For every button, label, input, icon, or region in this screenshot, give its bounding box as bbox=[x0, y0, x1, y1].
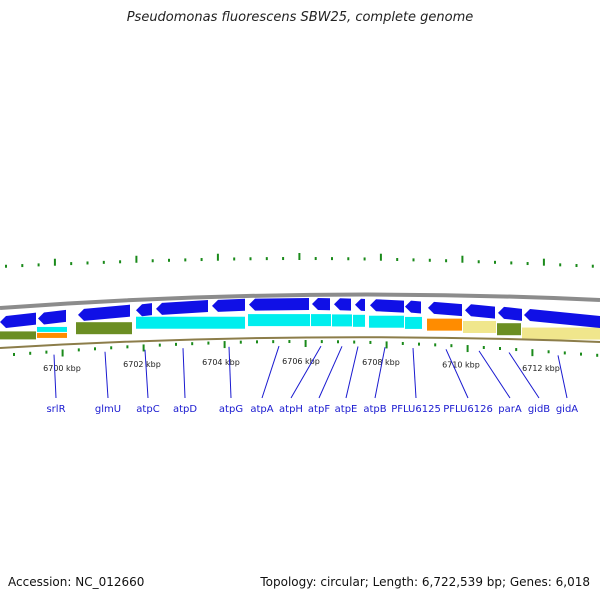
feature-segment bbox=[37, 332, 67, 338]
gene-labels: srlR glmU atpC atpD atpG atpA atpH atpF atpE atpB… bbox=[46, 345, 578, 415]
gene-leader-line bbox=[345, 346, 359, 399]
feature-segment bbox=[136, 316, 245, 329]
gene-label: gidA bbox=[556, 404, 578, 415]
feature-segments bbox=[0, 314, 600, 340]
gene-label: atpE bbox=[335, 404, 358, 415]
gene-arrow bbox=[370, 299, 404, 313]
kbp-label: 6700 kbp bbox=[43, 364, 81, 373]
gene-leader-line bbox=[445, 349, 469, 399]
feature-segment bbox=[427, 318, 462, 331]
gene-arrow bbox=[0, 312, 36, 328]
gene-arrow bbox=[498, 306, 522, 321]
gene-arrow bbox=[334, 298, 351, 311]
gene-label: glmU bbox=[95, 404, 121, 415]
position-ticks bbox=[13, 340, 599, 357]
gene-leader-line bbox=[318, 346, 343, 399]
inner-ring-line bbox=[0, 336, 600, 349]
kbp-label: 6706 kbp bbox=[282, 357, 320, 366]
gene-label: atpC bbox=[136, 404, 159, 415]
gene-label: srlR bbox=[46, 404, 65, 415]
map-title: Pseudomonas fluorescens SBW25, complete … bbox=[126, 10, 474, 25]
gene-leader-line bbox=[104, 351, 109, 399]
feature-segment bbox=[248, 314, 310, 327]
gene-leader-line bbox=[374, 347, 386, 399]
kbp-scale: 6700 kbp 6702 kbp 6704 kbp 6706 kbp 6708 kbp… bbox=[43, 357, 560, 373]
gene-label: parA bbox=[498, 404, 522, 415]
feature-segment bbox=[353, 314, 365, 327]
gc-skew-ticks bbox=[5, 253, 594, 268]
gene-arrow bbox=[38, 309, 66, 325]
feature-segment bbox=[522, 327, 600, 340]
feature-segment bbox=[405, 316, 422, 329]
gene-arrows bbox=[0, 298, 600, 328]
feature-segment bbox=[369, 315, 404, 328]
gene-leader-line bbox=[261, 345, 280, 399]
kbp-label: 6702 kbp bbox=[123, 360, 161, 369]
kbp-label: 6710 kbp bbox=[442, 360, 480, 369]
gene-label: gidB bbox=[528, 404, 550, 415]
kbp-label: 6712 kbp bbox=[522, 364, 560, 373]
gene-label: atpA bbox=[250, 404, 273, 415]
feature-segment bbox=[37, 326, 67, 332]
topology-text: Topology: circular; Length: 6,722,539 bp… bbox=[260, 575, 590, 589]
feature-segment bbox=[497, 323, 521, 336]
gene-arrow bbox=[212, 298, 245, 312]
gene-label: atpD bbox=[173, 404, 197, 415]
gene-arrow bbox=[78, 304, 130, 321]
gene-leader-line bbox=[412, 348, 417, 399]
gene-label: atpF bbox=[308, 404, 330, 415]
feature-segment bbox=[332, 314, 352, 327]
gene-leader-line bbox=[144, 349, 149, 399]
feature-segment bbox=[311, 314, 331, 327]
gene-label: atpB bbox=[363, 404, 386, 415]
kbp-label: 6704 kbp bbox=[202, 358, 240, 367]
gene-label: PFLU6126 bbox=[443, 404, 493, 415]
gene-leader-line bbox=[228, 346, 232, 399]
gene-label: PFLU6125 bbox=[391, 404, 441, 415]
gene-leader-line bbox=[290, 345, 322, 399]
gene-arrow bbox=[405, 300, 421, 314]
gene-arrow bbox=[355, 298, 365, 312]
gene-arrow bbox=[156, 300, 208, 315]
gene-arrow bbox=[249, 298, 309, 311]
gene-leader-line bbox=[53, 354, 57, 399]
genome-backbone bbox=[0, 292, 600, 310]
gene-leader-line bbox=[557, 355, 568, 399]
gene-label: atpG bbox=[219, 404, 243, 415]
gene-leader-line bbox=[478, 350, 511, 399]
gene-arrow bbox=[312, 298, 330, 311]
gene-arrow bbox=[136, 303, 152, 317]
feature-segment bbox=[76, 322, 132, 335]
feature-segment bbox=[463, 320, 496, 333]
feature-segment bbox=[0, 331, 36, 340]
gene-leader-line bbox=[182, 348, 186, 399]
gene-leader-line bbox=[508, 352, 540, 399]
kbp-label: 6708 kbp bbox=[362, 358, 400, 367]
gene-arrow bbox=[524, 309, 600, 328]
gene-arrow bbox=[465, 304, 495, 319]
gene-label: atpH bbox=[279, 404, 303, 415]
accession-text: Accession: NC_012660 bbox=[8, 575, 145, 589]
gene-arrow bbox=[428, 301, 462, 317]
